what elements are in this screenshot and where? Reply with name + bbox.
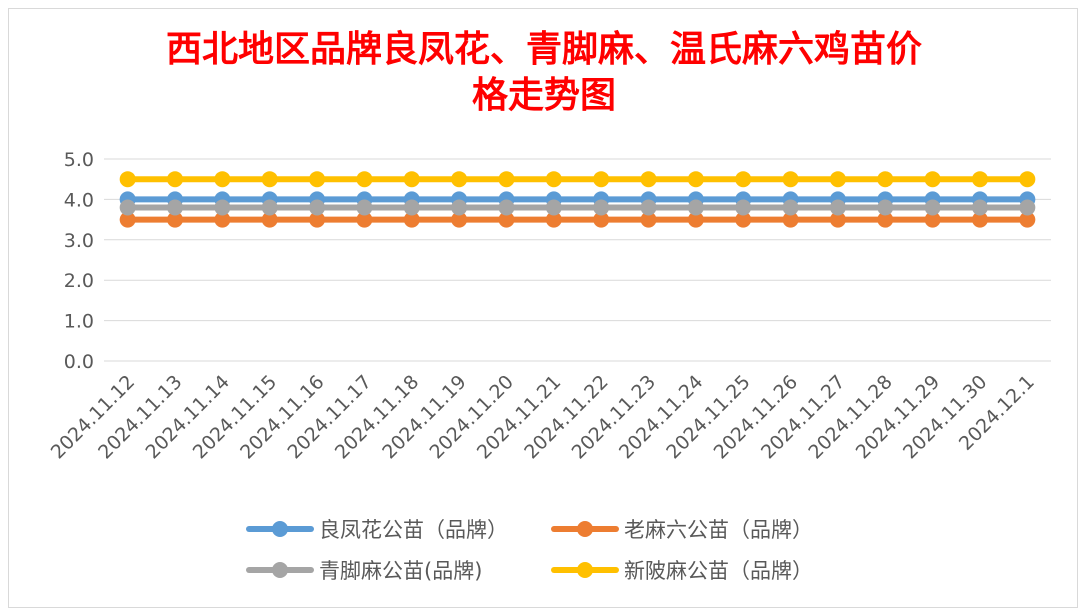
y-tick-label: 1.0 bbox=[64, 311, 94, 333]
chart-title-line1: 西北地区品牌良凤花、青脚麻、温氏麻六鸡苗价 bbox=[166, 28, 922, 70]
legend-label: 老麻六公苗（品牌） bbox=[624, 518, 813, 542]
legend-swatch-marker bbox=[272, 562, 288, 578]
data-point bbox=[403, 171, 420, 188]
data-point bbox=[167, 171, 184, 188]
data-point bbox=[971, 199, 988, 216]
data-point bbox=[119, 171, 136, 188]
legend-label: 新陂麻公苗（品牌） bbox=[624, 559, 813, 583]
data-point bbox=[356, 199, 373, 216]
data-point bbox=[119, 211, 136, 228]
y-tick-label: 2.0 bbox=[64, 270, 94, 292]
data-point bbox=[829, 171, 846, 188]
data-point bbox=[545, 199, 562, 216]
data-point bbox=[877, 211, 894, 228]
data-point bbox=[735, 199, 752, 216]
data-point bbox=[545, 171, 562, 188]
data-point bbox=[593, 199, 610, 216]
data-point bbox=[829, 199, 846, 216]
legend-label: 青脚麻公苗(品牌) bbox=[319, 559, 482, 583]
data-point bbox=[971, 211, 988, 228]
data-point bbox=[687, 171, 704, 188]
data-point bbox=[119, 199, 136, 216]
line-chart: 西北地区品牌良凤花、青脚麻、温氏麻六鸡苗价 格走势图 0.0 1.0 2.0 3.0 4… bbox=[47, 28, 1051, 583]
data-point bbox=[877, 199, 894, 216]
data-point bbox=[687, 211, 704, 228]
data-point bbox=[261, 211, 278, 228]
y-tick-label: 3.0 bbox=[64, 230, 94, 252]
data-point bbox=[735, 171, 752, 188]
data-point bbox=[261, 171, 278, 188]
data-point bbox=[593, 171, 610, 188]
data-point bbox=[403, 199, 420, 216]
data-point bbox=[924, 211, 941, 228]
data-point bbox=[877, 171, 894, 188]
data-point bbox=[1019, 171, 1036, 188]
data-point bbox=[356, 171, 373, 188]
data-point bbox=[309, 199, 326, 216]
data-point bbox=[498, 171, 515, 188]
legend-swatch-marker bbox=[577, 521, 593, 537]
data-point bbox=[735, 211, 752, 228]
data-point bbox=[782, 211, 799, 228]
legend-label: 良凤花公苗（品牌） bbox=[319, 518, 508, 542]
data-point bbox=[214, 199, 231, 216]
data-point bbox=[593, 211, 610, 228]
legend-swatch-marker bbox=[272, 521, 288, 537]
data-point bbox=[167, 199, 184, 216]
data-point bbox=[924, 171, 941, 188]
data-point bbox=[214, 211, 231, 228]
data-point bbox=[640, 199, 657, 216]
data-point bbox=[829, 211, 846, 228]
y-tick-label: 4.0 bbox=[64, 189, 94, 211]
data-point bbox=[167, 211, 184, 228]
data-point bbox=[451, 171, 468, 188]
data-point bbox=[451, 199, 468, 216]
data-point bbox=[1019, 199, 1036, 216]
chart-title-line2: 格走势图 bbox=[472, 74, 616, 116]
data-point bbox=[782, 171, 799, 188]
data-point bbox=[214, 171, 231, 188]
data-point bbox=[687, 199, 704, 216]
data-point bbox=[261, 199, 278, 216]
legend-swatch-marker bbox=[577, 562, 593, 578]
y-tick-label: 0.0 bbox=[64, 351, 94, 373]
data-point bbox=[640, 171, 657, 188]
y-tick-label: 5.0 bbox=[64, 149, 94, 171]
data-point bbox=[451, 211, 468, 228]
data-point bbox=[640, 211, 657, 228]
chart-frame: 西北地区品牌良凤花、青脚麻、温氏麻六鸡苗价 格走势图 0.0 1.0 2.0 3.0 4… bbox=[8, 8, 1078, 608]
data-point bbox=[498, 199, 515, 216]
data-point bbox=[309, 171, 326, 188]
data-point bbox=[924, 199, 941, 216]
data-point bbox=[309, 211, 326, 228]
data-point bbox=[403, 211, 420, 228]
data-point bbox=[545, 211, 562, 228]
data-point bbox=[356, 211, 373, 228]
data-point bbox=[1019, 211, 1036, 228]
data-point bbox=[971, 171, 988, 188]
data-point bbox=[498, 211, 515, 228]
data-point bbox=[782, 199, 799, 216]
